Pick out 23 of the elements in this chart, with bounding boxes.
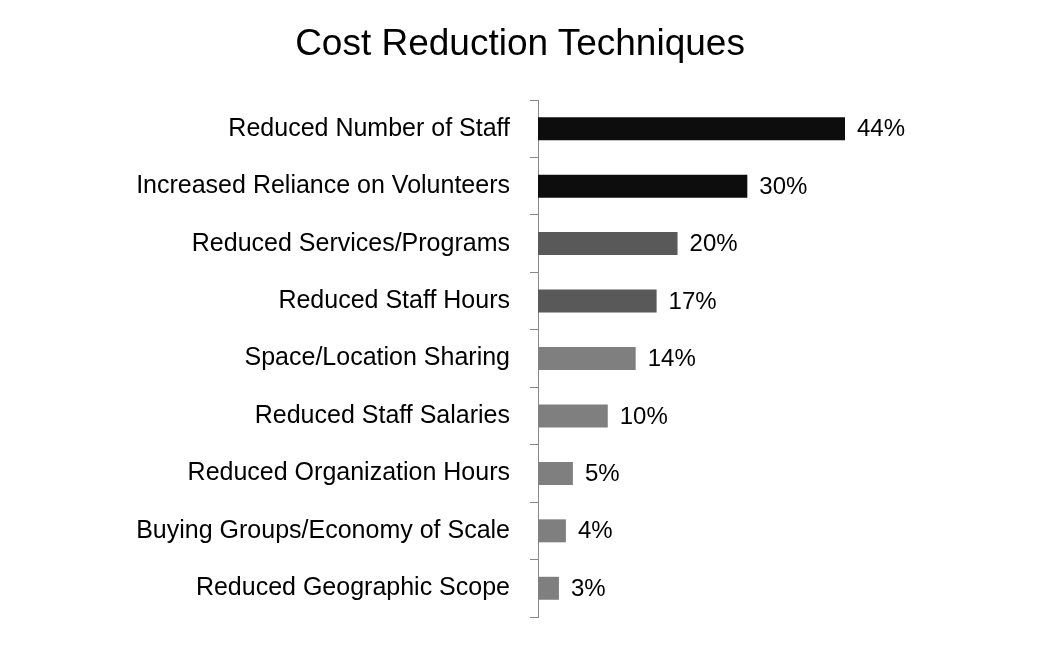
data-label: 14% <box>647 344 696 372</box>
bar <box>538 289 657 313</box>
y-tick-label: Space/Location Sharing <box>244 342 510 371</box>
y-tick-label: Buying Groups/Economy of Scale <box>136 514 510 543</box>
data-label: 5% <box>584 459 620 487</box>
data-label: 44% <box>857 114 906 142</box>
data-label: 30% <box>759 171 808 199</box>
data-label: 20% <box>689 229 738 257</box>
data-label: 3% <box>570 573 606 601</box>
bar <box>538 174 748 198</box>
data-label: 10% <box>619 401 668 429</box>
y-tick-label: Reduced Staff Salaries <box>254 399 510 428</box>
y-tick-label: Reduced Number of Staff <box>228 112 511 141</box>
data-label: 4% <box>577 516 613 544</box>
y-tick-label: Increased Reliance on Volunteers <box>136 170 510 199</box>
bar <box>538 232 678 256</box>
y-tick-label: Reduced Services/Programs <box>191 227 510 256</box>
bar <box>538 117 845 141</box>
chart-title: Cost Reduction Techniques <box>295 22 745 64</box>
y-tick-label: Reduced Staff Hours <box>278 284 510 313</box>
data-label: 17% <box>668 286 717 314</box>
y-tick-label: Reduced Organization Hours <box>187 457 510 486</box>
y-tick-label: Reduced Geographic Scope <box>195 572 510 601</box>
